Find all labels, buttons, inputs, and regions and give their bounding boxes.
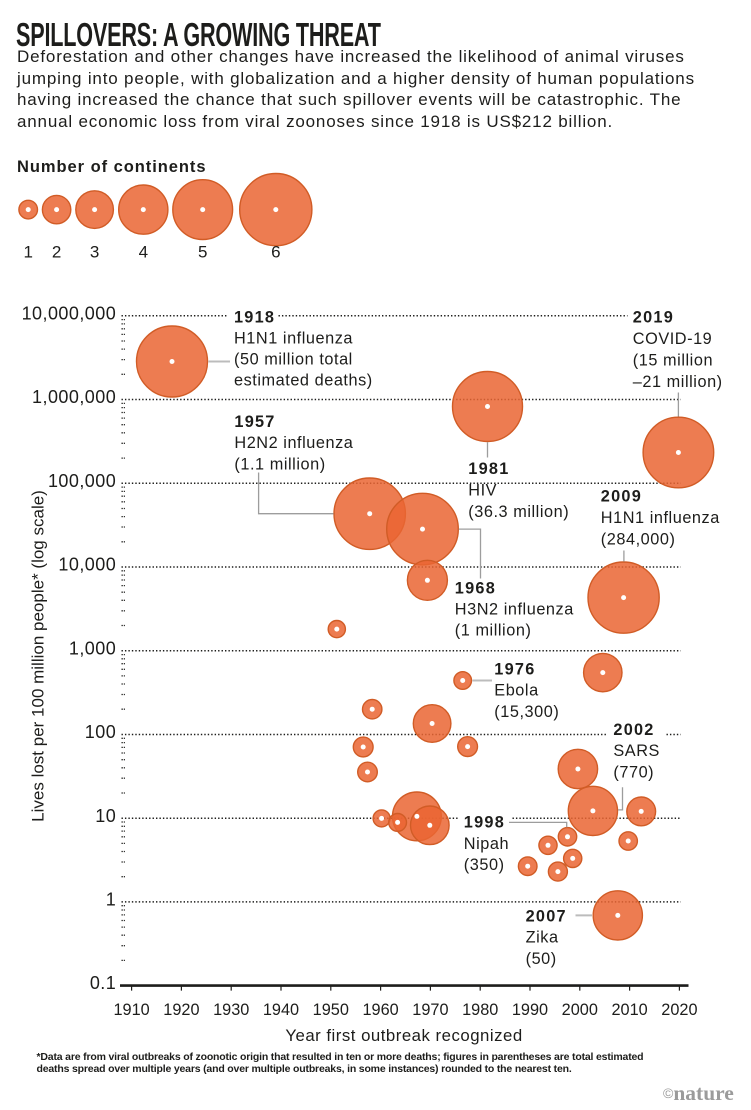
svg-text:1976: 1976 bbox=[494, 661, 535, 679]
svg-text:2: 2 bbox=[52, 243, 61, 262]
svg-text:2000: 2000 bbox=[562, 1001, 598, 1019]
svg-text:1968: 1968 bbox=[455, 579, 496, 597]
svg-text:SARS: SARS bbox=[613, 742, 660, 760]
svg-text:0.1: 0.1 bbox=[90, 973, 116, 993]
svg-text:1940: 1940 bbox=[263, 1001, 299, 1019]
svg-text:10,000,000: 10,000,000 bbox=[22, 303, 117, 323]
svg-text:COVID-19: COVID-19 bbox=[633, 330, 713, 348]
svg-text:3: 3 bbox=[90, 243, 99, 262]
svg-text:(1 million): (1 million) bbox=[455, 622, 532, 640]
svg-text:(284,000): (284,000) bbox=[601, 530, 676, 548]
svg-text:1960: 1960 bbox=[362, 1001, 398, 1019]
svg-text:(15 million: (15 million bbox=[633, 352, 713, 370]
svg-text:H1N1 influenza: H1N1 influenza bbox=[234, 330, 353, 348]
svg-text:2019: 2019 bbox=[633, 309, 674, 327]
svg-text:2002: 2002 bbox=[613, 721, 654, 739]
svg-text:H1N1 influenza: H1N1 influenza bbox=[601, 509, 720, 527]
svg-text:10: 10 bbox=[95, 806, 116, 826]
svg-text:1990: 1990 bbox=[512, 1001, 548, 1019]
svg-text:HIV: HIV bbox=[468, 482, 497, 500]
svg-text:Nipah: Nipah bbox=[464, 835, 509, 853]
svg-text:Zika: Zika bbox=[526, 929, 559, 947]
svg-text:1910: 1910 bbox=[113, 1001, 149, 1019]
svg-text:H3N2 influenza: H3N2 influenza bbox=[455, 600, 574, 618]
svg-text:1930: 1930 bbox=[213, 1001, 249, 1019]
svg-text:1: 1 bbox=[106, 890, 116, 910]
svg-text:(50 million total: (50 million total bbox=[234, 351, 353, 369]
svg-text:1950: 1950 bbox=[313, 1001, 349, 1019]
svg-text:1: 1 bbox=[23, 243, 32, 262]
svg-text:1981: 1981 bbox=[468, 460, 509, 478]
svg-text:(50): (50) bbox=[526, 950, 557, 968]
svg-text:(15,300): (15,300) bbox=[494, 703, 559, 721]
svg-text:1998: 1998 bbox=[464, 814, 505, 832]
svg-text:2007: 2007 bbox=[526, 907, 567, 925]
svg-text:1920: 1920 bbox=[163, 1001, 199, 1019]
svg-text:1,000,000: 1,000,000 bbox=[32, 387, 116, 407]
svg-text:1957: 1957 bbox=[234, 413, 275, 431]
svg-text:100: 100 bbox=[85, 722, 116, 742]
svg-text:(1.1 million): (1.1 million) bbox=[234, 455, 325, 473]
svg-text:–21 million): –21 million) bbox=[633, 373, 723, 391]
svg-text:5: 5 bbox=[198, 243, 207, 262]
svg-text:1918: 1918 bbox=[234, 309, 275, 327]
svg-text:1970: 1970 bbox=[412, 1001, 448, 1019]
svg-text:2009: 2009 bbox=[601, 488, 642, 506]
svg-text:estimated deaths): estimated deaths) bbox=[234, 372, 373, 390]
svg-text:Lives lost per 100 million peo: Lives lost per 100 million people* (log … bbox=[29, 490, 48, 822]
svg-text:4: 4 bbox=[139, 243, 148, 262]
svg-text:100,000: 100,000 bbox=[48, 471, 116, 491]
svg-text:H2N2 influenza: H2N2 influenza bbox=[234, 434, 353, 452]
svg-text:1,000: 1,000 bbox=[69, 638, 116, 658]
svg-text:(350): (350) bbox=[464, 856, 505, 874]
svg-text:2020: 2020 bbox=[661, 1001, 697, 1019]
svg-text:Year first outbreak recognized: Year first outbreak recognized bbox=[285, 1026, 522, 1045]
svg-text:10,000: 10,000 bbox=[58, 555, 116, 575]
svg-text:2010: 2010 bbox=[611, 1001, 647, 1019]
svg-text:(36.3 million): (36.3 million) bbox=[468, 503, 569, 521]
svg-text:Ebola: Ebola bbox=[494, 682, 539, 700]
svg-text:(770): (770) bbox=[613, 764, 654, 782]
svg-text:1980: 1980 bbox=[462, 1001, 498, 1019]
svg-text:6: 6 bbox=[271, 243, 280, 262]
